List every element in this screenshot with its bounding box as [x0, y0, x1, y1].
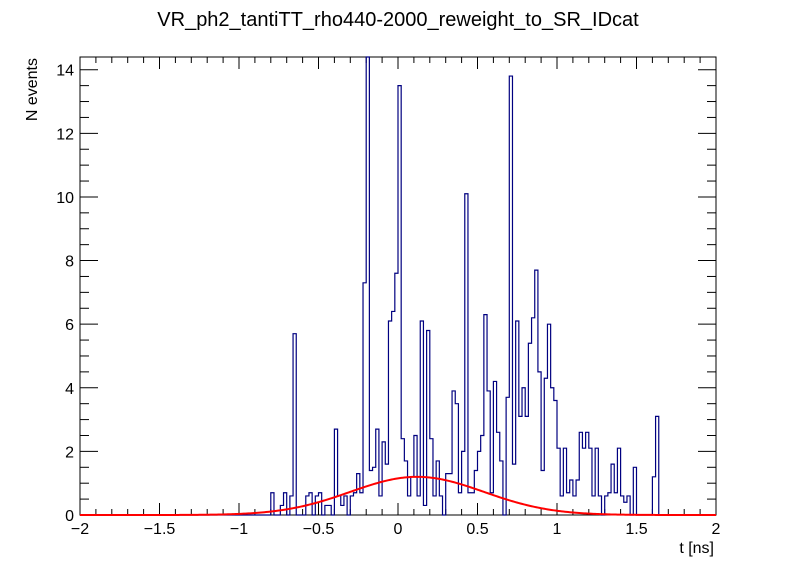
y-tick-label: 4	[65, 381, 74, 398]
y-tick-label: 0	[65, 508, 74, 525]
y-tick-label: 8	[65, 254, 74, 271]
x-tick-label: −1	[230, 521, 248, 538]
x-tick-label: 0.5	[466, 521, 488, 538]
fit-curve	[80, 475, 716, 516]
y-axis-label: N events	[24, 58, 41, 121]
x-tick-label: −2	[71, 521, 89, 538]
y-axis-tick-labels: 0 2 4 6 8 10 12 14	[56, 63, 74, 525]
x-tick-label: −1.5	[144, 521, 176, 538]
chart-title: VR_ph2_tantiTT_rho440-2000_reweight_to_S…	[157, 9, 639, 31]
y-tick-label: 14	[56, 63, 74, 80]
x-tick-label: 2	[712, 521, 721, 538]
x-axis-label: t [ns]	[679, 540, 714, 557]
x-tick-label: 0	[394, 521, 403, 538]
histogram-series	[80, 56, 716, 516]
y-tick-label: 10	[56, 190, 74, 207]
x-tick-label: 1	[553, 521, 562, 538]
y-tick-label: 2	[65, 444, 74, 461]
y-tick-label: 6	[65, 317, 74, 334]
x-tick-label: −0.5	[303, 521, 335, 538]
x-axis-tick-labels: −2 −1.5 −1 −0.5 0 0.5 1 1.5 2	[71, 521, 721, 538]
y-tick-label: 12	[56, 126, 74, 143]
x-tick-label: 1.5	[625, 521, 647, 538]
fit-series	[80, 475, 716, 516]
histogram-outline	[80, 56, 716, 516]
